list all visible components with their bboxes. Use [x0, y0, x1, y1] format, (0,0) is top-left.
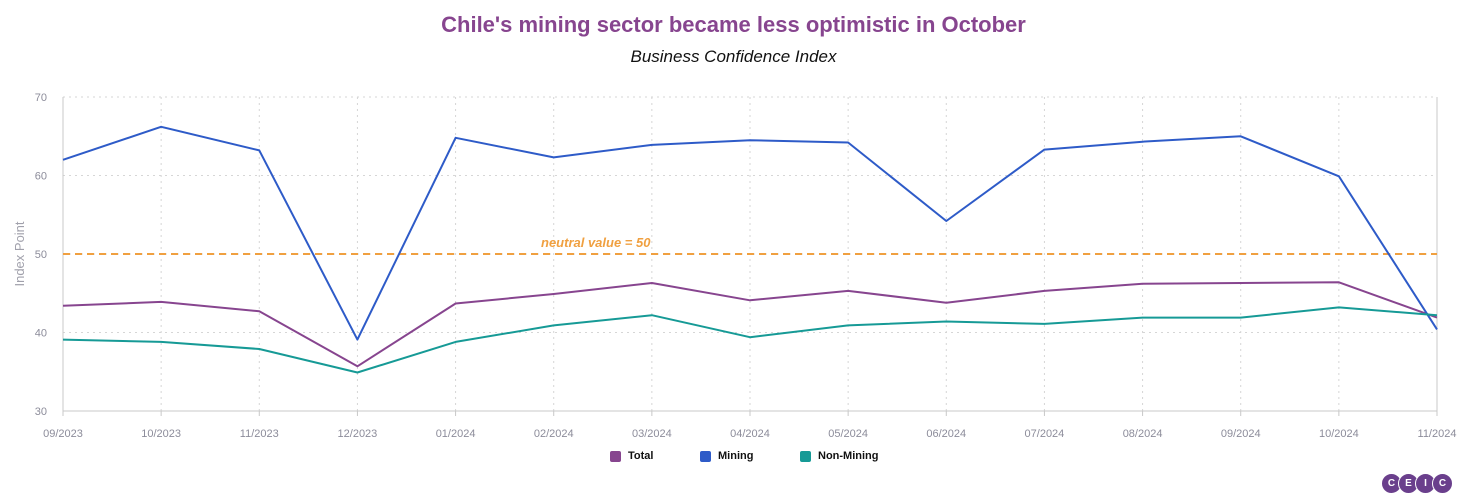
- y-tick-label: 30: [35, 406, 47, 418]
- y-axis-label: Index Point: [12, 221, 27, 286]
- x-tick-label: 07/2024: [1025, 428, 1065, 440]
- x-tick-label: 01/2024: [436, 428, 476, 440]
- x-tick-label: 10/2023: [141, 428, 181, 440]
- logo-letter: E: [1398, 473, 1419, 494]
- legend-label-mining: Mining: [718, 450, 754, 462]
- x-tick-label: 09/2023: [43, 428, 83, 440]
- legend-label-total: Total: [628, 450, 654, 462]
- x-tick-label: 11/2024: [1418, 428, 1457, 440]
- chart-title: Chile's mining sector became less optimi…: [441, 12, 1026, 37]
- legend-item-mining[interactable]: Mining: [700, 450, 753, 462]
- legend-item-total[interactable]: Total: [610, 450, 653, 462]
- x-tick-label: 10/2024: [1319, 428, 1359, 440]
- chart-subtitle: Business Confidence Index: [630, 47, 837, 66]
- legend-swatch-non-mining: [800, 450, 811, 462]
- legend: Total Mining Non-Mining: [0, 450, 1467, 466]
- y-tick-label: 50: [35, 249, 47, 261]
- legend-label-non-mining: Non-Mining: [818, 450, 879, 462]
- x-tick-label: 06/2024: [926, 428, 966, 440]
- series-line-non-mining: [62, 306, 1438, 374]
- y-tick-label: 60: [35, 171, 47, 183]
- y-tick-label: 40: [35, 328, 47, 340]
- x-tick-label: 12/2023: [338, 428, 378, 440]
- legend-item-non-mining[interactable]: Non-Mining: [800, 450, 878, 462]
- legend-swatch-mining: [700, 450, 711, 462]
- ceic-logo: C E I C: [1381, 473, 1453, 494]
- legend-swatch-total: [610, 450, 621, 462]
- y-tick-label: 70: [35, 92, 47, 104]
- series-line-total: [62, 281, 1438, 368]
- neutral-reference-label: neutral value = 50: [541, 235, 651, 250]
- x-tick-label: 11/2023: [240, 428, 279, 440]
- series-line-mining: [62, 125, 1438, 341]
- x-tick-label: 09/2024: [1221, 428, 1261, 440]
- x-tick-label: 05/2024: [828, 428, 868, 440]
- x-tick-label: 02/2024: [534, 428, 574, 440]
- x-tick-label: 08/2024: [1123, 428, 1163, 440]
- logo-letter: C: [1432, 473, 1453, 494]
- x-tick-label: 03/2024: [632, 428, 672, 440]
- x-tick-label: 04/2024: [730, 428, 770, 440]
